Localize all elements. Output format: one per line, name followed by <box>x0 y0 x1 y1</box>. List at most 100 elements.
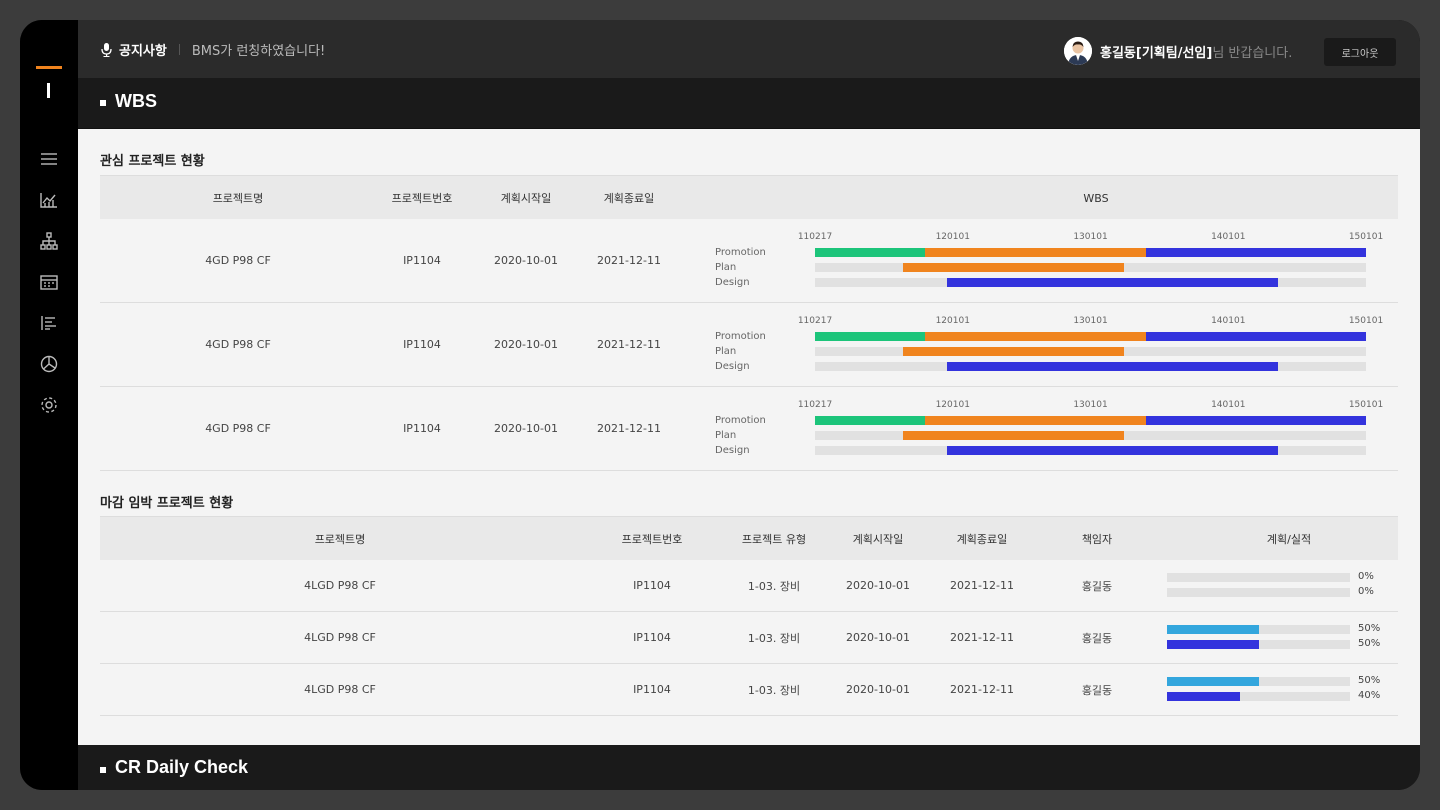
actual-progress-track <box>1167 692 1350 701</box>
wbs-bar-blue[interactable] <box>947 362 1278 371</box>
table-row[interactable]: 4LGD P98 CF IP1104 1-03. 장비 2020-10-01 2021-… <box>100 664 1398 716</box>
actual-progress-fill <box>1167 692 1241 701</box>
table-row[interactable]: 4GD P98 CF IP1104 2020-10-01 2021-12-11 1102… <box>100 303 1398 387</box>
wbs-tick-label: 130101 <box>1073 232 1108 242</box>
col-header-type[interactable]: 프로젝트 유형 <box>741 533 807 546</box>
col-header-start[interactable]: 계획시작일 <box>500 192 552 205</box>
wbs-tick-label: 150101 <box>1348 232 1384 242</box>
project-type-cell: 1-03. 장비 <box>747 631 801 645</box>
wbs-bar-label: Promotion <box>715 415 766 426</box>
wbs-bar-blue[interactable] <box>1145 416 1366 425</box>
col-header-number[interactable]: 프로젝트번호 <box>621 533 683 546</box>
project-number-cell: IP1104 <box>403 338 441 351</box>
table-row[interactable]: 4LGD P98 CF IP1104 1-03. 장비 2020-10-01 2021-… <box>100 612 1398 664</box>
col-header-number[interactable]: 프로젝트번호 <box>391 192 453 205</box>
wbs-tick-label: 110217 <box>797 400 833 410</box>
sidebar <box>20 20 78 790</box>
wbs-bar-orange[interactable] <box>925 416 1146 425</box>
menu-icon[interactable] <box>39 149 59 169</box>
wbs-tick-label: 120101 <box>935 316 970 326</box>
col-header-name[interactable]: 프로젝트명 <box>212 192 264 205</box>
plan-progress-track <box>1167 573 1350 582</box>
wbs-tick-label: 130101 <box>1073 400 1108 410</box>
wbs-bar-blue[interactable] <box>947 446 1278 455</box>
wbs-bar-orange[interactable] <box>903 431 1124 440</box>
end-date-cell: 2021-12-11 <box>597 422 661 435</box>
org-chart-icon[interactable] <box>39 231 59 251</box>
table-header: 프로젝트명 프로젝트번호 계획시작일 계획종료일 WBS <box>100 175 1398 219</box>
notice-divider <box>178 44 180 55</box>
wbs-bar-label: Design <box>715 277 750 288</box>
wbs-tick-label: 140101 <box>1211 316 1246 326</box>
pie-chart-icon[interactable] <box>39 354 59 374</box>
logo[interactable] <box>47 83 50 98</box>
wbs-bar-label: Plan <box>715 346 737 357</box>
col-header-end[interactable]: 계획종료일 <box>956 533 1008 546</box>
wbs-bar-label: Promotion <box>715 247 766 258</box>
top-bar: 공지사항 BMS가 런칭하였습니다! 홍길동[기획팀/선임] 님 반갑습니다. … <box>78 20 1420 78</box>
wbs-bar-green[interactable] <box>815 416 926 425</box>
project-number-cell: IP1104 <box>403 254 441 267</box>
plan-percent-label: 50% <box>1358 675 1381 686</box>
list-icon[interactable] <box>39 313 59 333</box>
col-header-owner[interactable]: 책임자 <box>1081 533 1113 546</box>
project-type-cell: 1-03. 장비 <box>747 579 801 593</box>
start-date-cell: 2020-10-01 <box>494 254 558 267</box>
col-header-wbs[interactable]: WBS <box>1083 191 1109 205</box>
wbs-bar-label: Plan <box>715 430 737 441</box>
col-header-end[interactable]: 계획종료일 <box>603 192 655 205</box>
project-number-cell: IP1104 <box>403 422 441 435</box>
owner-cell: 홍길동 <box>1081 579 1113 593</box>
wbs-bar-blue[interactable] <box>947 278 1278 287</box>
chart-icon[interactable] <box>39 190 59 210</box>
plan-progress-track <box>1167 677 1350 686</box>
wbs-bar-label: Promotion <box>715 331 766 342</box>
start-date-cell: 2020-10-01 <box>846 579 910 592</box>
start-date-cell: 2020-10-01 <box>494 338 558 351</box>
wbs-tick-label: 140101 <box>1211 400 1246 410</box>
wbs-bar-blue[interactable] <box>1145 248 1366 257</box>
interest-projects-title: 관심 프로젝트 현황 <box>100 154 205 169</box>
table-row[interactable]: 4GD P98 CF IP1104 2020-10-01 2021-12-11 1102… <box>100 387 1398 471</box>
project-name-cell: 4LGD P98 CF <box>304 631 376 644</box>
col-header-progress[interactable]: 계획/실적 <box>1266 533 1312 546</box>
wbs-tick-label: 130101 <box>1073 316 1108 326</box>
project-name-cell: 4GD P98 CF <box>205 422 271 435</box>
bullet-square <box>100 767 106 773</box>
avatar[interactable] <box>1064 37 1092 65</box>
wbs-gantt: 110217 120101 130101 140101 150101 Promotion P… <box>715 219 1398 303</box>
user-greeting: 홍길동[기획팀/선임] 님 반갑습니다. <box>1064 37 1292 65</box>
settings-icon[interactable] <box>39 395 59 415</box>
owner-cell: 홍길동 <box>1081 631 1113 645</box>
col-header-start[interactable]: 계획시작일 <box>852 533 904 546</box>
wbs-tick-label: 120101 <box>935 400 970 410</box>
wbs-bar-orange[interactable] <box>925 248 1146 257</box>
greeting-suffix: 님 반갑습니다. <box>1212 45 1293 61</box>
wbs-bar-blue[interactable] <box>1145 332 1366 341</box>
section-title: WBS <box>115 91 157 111</box>
table-row[interactable]: 4GD P98 CF IP1104 2020-10-01 2021-12-11 1102… <box>100 219 1398 303</box>
notice-text[interactable]: BMS가 런칭하였습니다! <box>191 44 326 59</box>
plan-progress-fill <box>1167 625 1259 634</box>
project-name-cell: 4LGD P98 CF <box>304 683 376 696</box>
wbs-bar-orange[interactable] <box>903 347 1124 356</box>
wbs-bar-orange[interactable] <box>903 263 1124 272</box>
wbs-tick-label: 110217 <box>797 316 833 326</box>
actual-progress-track <box>1167 588 1350 597</box>
wbs-bar-label: Design <box>715 445 750 456</box>
project-number-cell: IP1104 <box>633 631 671 644</box>
project-name-cell: 4GD P98 CF <box>205 254 271 267</box>
table-row[interactable]: 4LGD P98 CF IP1104 1-03. 장비 2020-10-01 2021-… <box>100 560 1398 612</box>
logout-button[interactable]: 로그아웃 <box>1324 38 1396 66</box>
wbs-bar-green[interactable] <box>815 248 926 257</box>
actual-progress-track <box>1167 640 1350 649</box>
col-header-name[interactable]: 프로젝트명 <box>314 533 366 546</box>
calendar-icon[interactable] <box>39 272 59 292</box>
wbs-bar-green[interactable] <box>815 332 926 341</box>
notice[interactable]: 공지사항 BMS가 런칭하였습니다! <box>100 40 325 59</box>
app-frame: 공지사항 BMS가 런칭하였습니다! 홍길동[기획팀/선임] 님 반갑습니다. … <box>20 20 1420 790</box>
wbs-bar-orange[interactable] <box>925 332 1146 341</box>
actual-percent-label: 0% <box>1358 586 1374 597</box>
wbs-tick-label: 150101 <box>1348 400 1384 410</box>
start-date-cell: 2020-10-01 <box>846 683 910 696</box>
